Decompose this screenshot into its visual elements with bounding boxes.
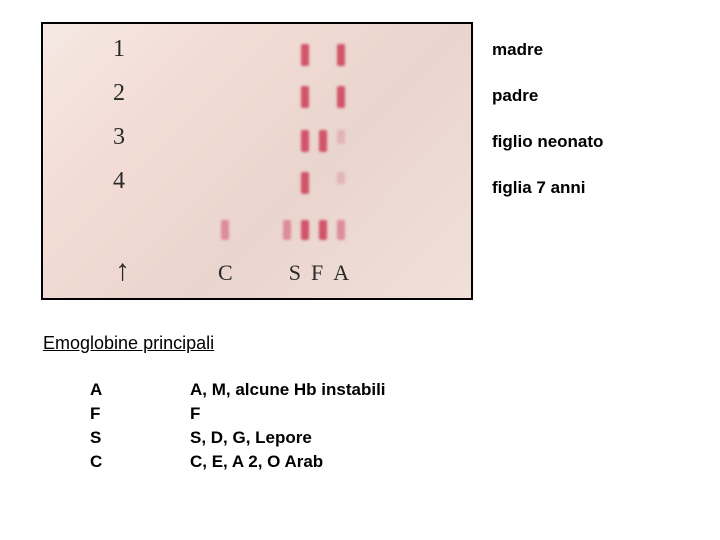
label-figlia: figlia 7 anni [492,178,603,198]
migration-arrow: ↑ [115,254,130,288]
hemoglobin-table: A A, M, alcune Hb instabili F F S S, D, … [90,380,386,476]
ref-label-s: S [289,260,301,286]
hb-val-f: F [190,404,200,424]
hb-val-a: A, M, alcune Hb instabili [190,380,386,400]
gel-band [301,220,309,240]
table-row: S S, D, G, Lepore [90,428,386,448]
gel-image: 1 2 3 4 ↑ C S F A [41,22,473,300]
section-title: Emoglobine principali [43,333,214,354]
gel-band [301,44,309,66]
gel-band [301,130,309,152]
hb-key-f: F [90,404,190,424]
ref-label-a: A [333,260,349,286]
gel-band [301,172,309,194]
gel-band [337,130,345,144]
hb-key-a: A [90,380,190,400]
label-padre: padre [492,86,603,106]
gel-band [337,86,345,108]
sample-labels: madre padre figlio neonato figlia 7 anni [492,40,603,198]
gel-band [319,220,327,240]
gel-band [337,220,345,240]
gel-band [283,220,291,240]
gel-band [221,220,229,240]
gel-band [301,86,309,108]
table-row: A A, M, alcune Hb instabili [90,380,386,400]
reference-labels: C S F A [218,260,349,286]
gel-bands [43,24,471,298]
label-madre: madre [492,40,603,60]
hb-val-s: S, D, G, Lepore [190,428,312,448]
table-row: F F [90,404,386,424]
gel-band [337,44,345,66]
ref-label-c: C [218,260,233,286]
gel-band [337,172,345,184]
table-row: C C, E, A 2, O Arab [90,452,386,472]
hb-key-c: C [90,452,190,472]
label-figlio: figlio neonato [492,132,603,152]
hb-key-s: S [90,428,190,448]
gel-band [319,130,327,152]
ref-label-f: F [311,260,323,286]
hb-val-c: C, E, A 2, O Arab [190,452,323,472]
